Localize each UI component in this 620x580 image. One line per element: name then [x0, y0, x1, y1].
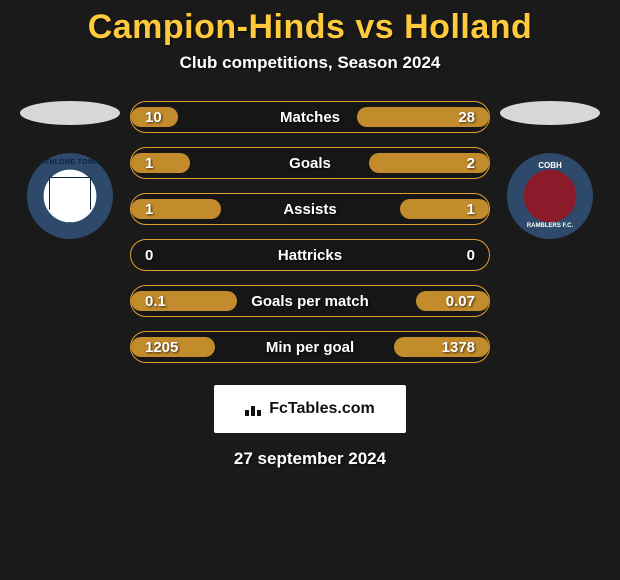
stat-row: 0.1Goals per match0.07: [130, 285, 490, 317]
stat-row: 10Matches28: [130, 101, 490, 133]
stat-label: Min per goal: [205, 339, 415, 356]
stat-left-value: 1: [145, 155, 205, 172]
brand-label: FcTables.com: [269, 400, 375, 418]
stats-list: 10Matches281Goals21Assists10Hattricks00.…: [130, 101, 490, 363]
stats-section: 10Matches281Goals21Assists10Hattricks00.…: [0, 101, 620, 363]
stat-left-value: 0: [145, 247, 205, 264]
stat-label: Matches: [205, 109, 415, 126]
stat-label: Goals per match: [205, 293, 415, 310]
team-crest-left[interactable]: [27, 153, 113, 239]
stat-row: 1Goals2: [130, 147, 490, 179]
platform-shadow-left: [20, 101, 120, 125]
stat-right-value: 2: [415, 155, 475, 172]
stat-left-value: 0.1: [145, 293, 205, 310]
stat-right-value: 28: [415, 109, 475, 126]
chart-icon: [245, 402, 263, 416]
right-team-column: [500, 101, 600, 239]
stat-right-value: 0: [415, 247, 475, 264]
stat-row: 0Hattricks0: [130, 239, 490, 271]
stat-label: Assists: [205, 201, 415, 218]
stat-right-value: 1: [415, 201, 475, 218]
stat-label: Hattricks: [205, 247, 415, 264]
stat-row: 1Assists1: [130, 193, 490, 225]
stat-left-value: 10: [145, 109, 205, 126]
stat-row: 1205Min per goal1378: [130, 331, 490, 363]
platform-shadow-right: [500, 101, 600, 125]
stat-right-value: 0.07: [415, 293, 475, 310]
page-subtitle: Club competitions, Season 2024: [0, 53, 620, 73]
stat-right-value: 1378: [415, 339, 475, 356]
page-title: Campion-Hinds vs Holland: [0, 8, 620, 47]
stat-label: Goals: [205, 155, 415, 172]
date-label: 27 september 2024: [0, 449, 620, 469]
team-crest-right[interactable]: [507, 153, 593, 239]
stat-left-value: 1205: [145, 339, 205, 356]
stat-left-value: 1: [145, 201, 205, 218]
comparison-widget: Campion-Hinds vs Holland Club competitio…: [0, 0, 620, 469]
brand-badge[interactable]: FcTables.com: [214, 385, 406, 433]
left-team-column: [20, 101, 120, 239]
